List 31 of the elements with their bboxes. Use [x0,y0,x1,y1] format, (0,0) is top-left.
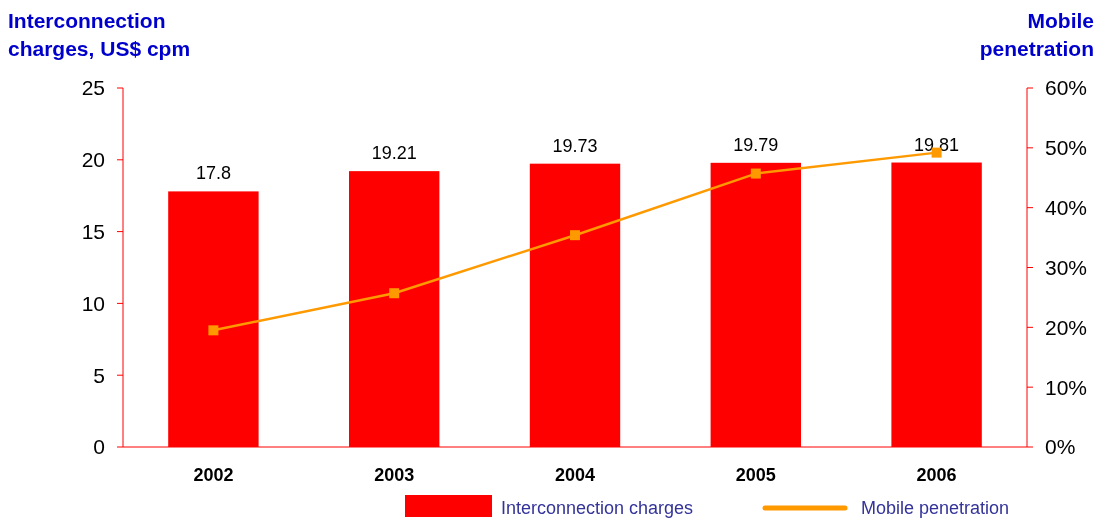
data-label: 19.73 [552,135,598,156]
point [389,288,400,299]
y2-axis-title: Mobile penetration [979,9,1094,60]
legend-label: Interconnection charges [501,498,694,519]
y2-tick-label: 10% [1045,375,1088,399]
y-tick-label: 0 [93,435,105,459]
y-axis-title: Interconnection charges, US$ cpm [8,9,191,60]
y-tick-label: 20 [81,148,105,172]
y2-tick-label: 40% [1045,196,1088,220]
y-tick-label: 5 [93,363,105,387]
x-tick-label: 2006 [916,465,957,485]
x-tick-label: 2003 [374,465,415,485]
y2-tick-label: 30% [1045,255,1088,279]
data-label: 17.8 [195,163,231,184]
legend-label: Mobile penetration [861,498,1010,519]
y-tick-label: 15 [81,219,105,243]
y-tick-label: 10 [81,291,105,315]
x-tick-label: 2002 [193,465,234,485]
y-tick-label: 25 [81,76,105,100]
y2-tick-label: 20% [1045,315,1088,339]
data-label: 19.21 [371,143,417,164]
x-tick-label: 2004 [554,465,596,485]
y2-tick-label: 50% [1045,136,1088,160]
data-label: 19.79 [733,134,779,155]
x-tick-label: 2005 [735,465,776,485]
data-label: 19.81 [914,134,960,155]
point [570,230,580,241]
point [750,168,761,179]
y2-tick-label: 0% [1045,435,1076,459]
y2-tick-label: 60% [1045,76,1088,100]
point [208,325,219,336]
